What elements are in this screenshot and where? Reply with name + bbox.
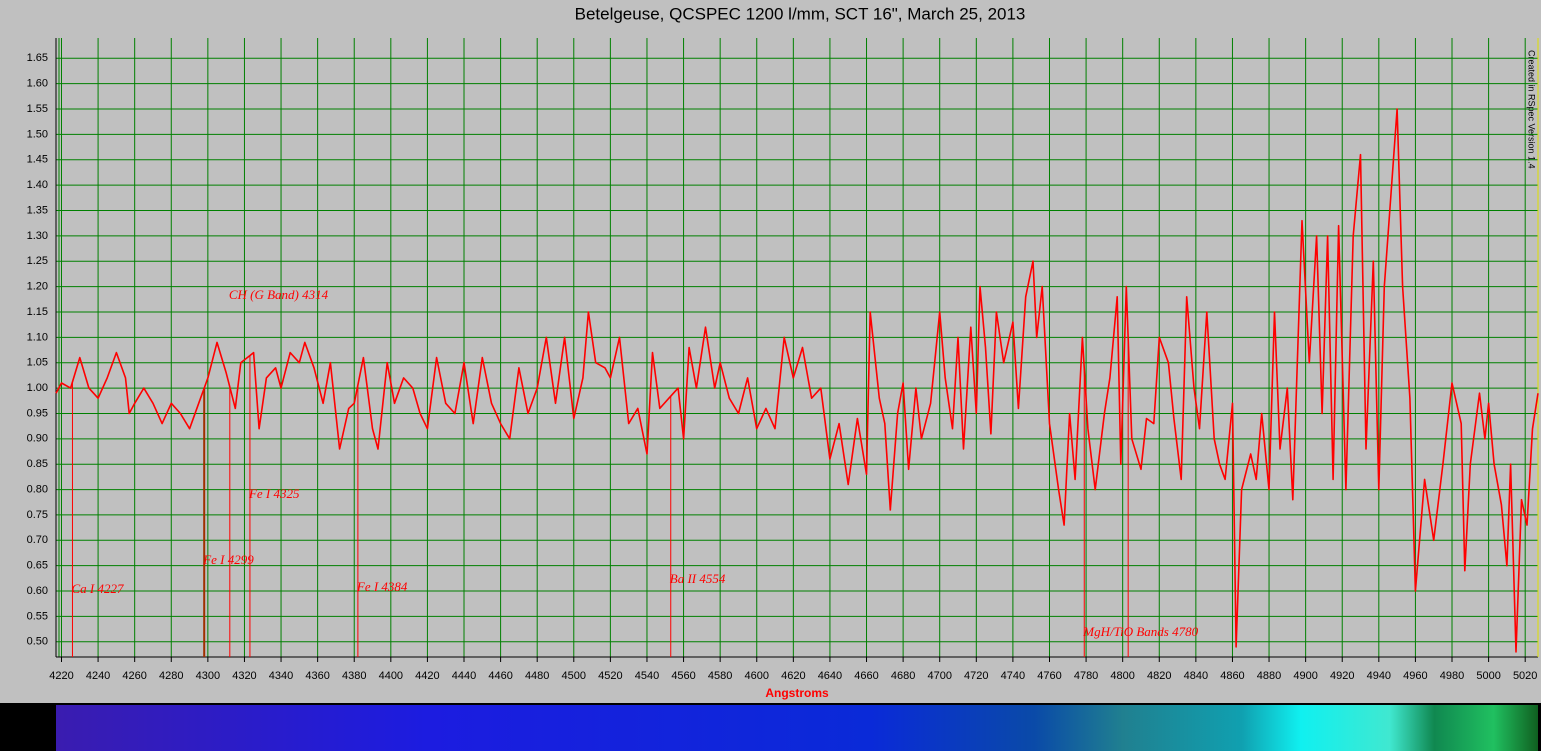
x-tick-label: 4680: [891, 670, 915, 682]
annotation-label: Ba II 4554: [670, 571, 726, 586]
y-tick-label: 1.15: [27, 306, 48, 318]
x-tick-label: 4840: [1184, 670, 1208, 682]
x-tick-label: 4220: [49, 670, 73, 682]
y-tick-label: 1.45: [27, 154, 48, 166]
y-tick-label: 1.50: [27, 128, 48, 140]
x-tick-label: 4380: [342, 670, 366, 682]
y-tick-label: 0.70: [27, 534, 48, 546]
x-tick-label: 4740: [1001, 670, 1025, 682]
x-tick-label: 4260: [122, 670, 146, 682]
y-tick-label: 1.30: [27, 230, 48, 242]
spectrum-line: [55, 108, 1539, 653]
x-tick-label: 4360: [305, 670, 329, 682]
x-tick-label: 4620: [781, 670, 805, 682]
y-tick-label: 0.50: [27, 636, 48, 648]
x-tick-label: 4760: [1037, 670, 1061, 682]
x-tick-label: 4640: [818, 670, 842, 682]
y-tick-label: 0.90: [27, 433, 48, 445]
x-tick-label: 4600: [745, 670, 769, 682]
y-tick-label: 0.60: [27, 585, 48, 597]
annotation-label: CH (G Band) 4314: [229, 287, 329, 302]
y-tick-label: 1.20: [27, 281, 48, 293]
x-tick-label: 4820: [1147, 670, 1171, 682]
x-tick-label: 4780: [1074, 670, 1098, 682]
x-tick-label: 4920: [1330, 670, 1354, 682]
x-tick-label: 4980: [1440, 670, 1464, 682]
y-tick-label: 1.40: [27, 179, 48, 191]
y-tick-label: 1.00: [27, 382, 48, 394]
y-tick-label: 1.25: [27, 255, 48, 267]
x-tick-label: 4700: [927, 670, 951, 682]
annotation-label: Fe I 4384: [356, 579, 408, 594]
y-tick-label: 0.95: [27, 407, 48, 419]
x-tick-label: 4420: [415, 670, 439, 682]
y-tick-label: 0.80: [27, 483, 48, 495]
y-tick-label: 0.55: [27, 610, 48, 622]
x-tick-label: 4560: [671, 670, 695, 682]
x-tick-label: 4340: [269, 670, 293, 682]
y-tick-label: 0.75: [27, 509, 48, 521]
x-tick-label: 5020: [1513, 670, 1537, 682]
x-tick-label: 4460: [488, 670, 512, 682]
chart-title: Betelgeuse, QCSPEC 1200 l/mm, SCT 16", M…: [575, 4, 1026, 23]
spectrum-strip: [56, 705, 1538, 751]
y-tick-label: 1.05: [27, 357, 48, 369]
y-tick-label: 1.35: [27, 204, 48, 216]
x-tick-label: 4720: [964, 670, 988, 682]
y-tick-label: 1.10: [27, 331, 48, 343]
x-tick-label: 4240: [86, 670, 110, 682]
y-tick-label: 0.65: [27, 560, 48, 572]
x-tick-label: 4520: [598, 670, 622, 682]
x-tick-label: 4480: [525, 670, 549, 682]
x-tick-label: 4860: [1220, 670, 1244, 682]
x-tick-label: 4280: [159, 670, 183, 682]
x-tick-label: 5000: [1476, 670, 1500, 682]
annotation-label: Ca I 4227: [71, 581, 124, 596]
y-tick-label: 0.85: [27, 458, 48, 470]
annotation-label: Fe I 4325: [248, 486, 300, 501]
y-tick-label: 1.65: [27, 52, 48, 64]
x-tick-label: 4440: [452, 670, 476, 682]
background: [0, 0, 1541, 703]
x-tick-label: 4940: [1367, 670, 1391, 682]
annotation-label: Fe I 4299: [202, 552, 254, 567]
x-tick-label: 4400: [379, 670, 403, 682]
x-tick-label: 4580: [708, 670, 732, 682]
y-tick-label: 1.55: [27, 103, 48, 115]
x-tick-label: 4900: [1293, 670, 1317, 682]
x-tick-label: 4300: [196, 670, 220, 682]
x-tick-label: 4320: [232, 670, 256, 682]
x-tick-label: 4540: [635, 670, 659, 682]
x-tick-label: 4660: [854, 670, 878, 682]
annotation-label: MgH/TiO Bands 4780: [1082, 624, 1198, 639]
x-axis-label: Angstroms: [765, 686, 829, 700]
x-tick-label: 4500: [562, 670, 586, 682]
x-tick-label: 4960: [1403, 670, 1427, 682]
x-tick-label: 4800: [1110, 670, 1134, 682]
y-tick-label: 1.60: [27, 78, 48, 90]
x-tick-label: 4880: [1257, 670, 1281, 682]
